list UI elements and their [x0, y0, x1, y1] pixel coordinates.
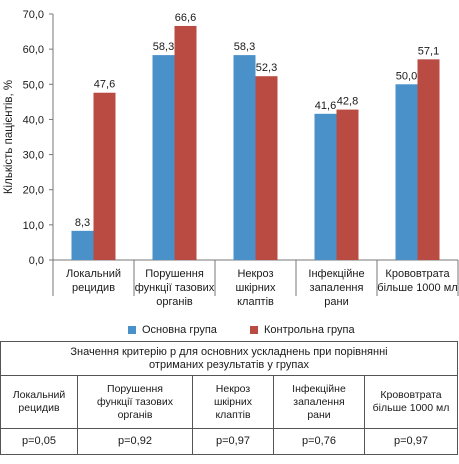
- legend-label-main: Основна група: [142, 324, 217, 336]
- y-tick-label: 70,0: [23, 9, 44, 21]
- table-title-line-1: Значення критерію р для основних ускладн…: [70, 345, 388, 358]
- data-label: 58,3: [234, 41, 255, 53]
- x-tick-label: шкірних: [236, 282, 276, 294]
- bar: [336, 109, 359, 261]
- data-label: 47,6: [94, 79, 115, 91]
- data-label: 8,3: [75, 217, 90, 229]
- data-label: 66,6: [175, 12, 196, 24]
- legend-item-main-group: Основна група: [128, 323, 217, 337]
- bar-chart: 0,0 10,0 20,0 30,0 40,0 50,0 60,0 70,0 Кількість…: [3, 9, 459, 308]
- data-label: 41,6: [315, 100, 336, 112]
- y-tick-label: 0,0: [29, 255, 44, 267]
- y-tick-label: 20,0: [23, 185, 44, 197]
- legend-item-control-group: Контрольна група: [250, 323, 355, 337]
- header-flap-necrosis: Некроз шкірних клаптів: [192, 375, 274, 429]
- y-tick-label: 60,0: [23, 44, 44, 56]
- x-tick-label: Некроз: [237, 268, 273, 280]
- x-tick-label: Локальний: [66, 268, 121, 280]
- p-value-flap-necrosis: р=0,97: [192, 428, 274, 455]
- header-line: Інфекційне: [292, 382, 346, 395]
- header-line: Порушення: [107, 382, 163, 395]
- table-title-line-2: отриманих результатів у групах: [149, 358, 309, 371]
- p-value-pelvic-dysfunction: р=0,92: [77, 428, 193, 455]
- bar: [174, 25, 197, 260]
- x-tick-label: клаптів: [237, 296, 274, 308]
- bar: [152, 55, 175, 260]
- legend: Основна група Контрольна група: [0, 323, 459, 337]
- y-tick-label: 50,0: [23, 79, 44, 91]
- legend-label-control: Контрольна група: [264, 324, 355, 336]
- data-label: 58,3: [153, 41, 174, 53]
- y-tick-label: 10,0: [23, 220, 44, 232]
- bar: [395, 84, 418, 261]
- header-line: Крововтрата: [380, 389, 442, 401]
- p-value-wound-infection: р=0,76: [273, 428, 365, 455]
- x-tick-label: Порушення: [145, 268, 204, 280]
- y-tick-label: 30,0: [23, 150, 44, 162]
- bar: [93, 92, 116, 260]
- table-title: Значення критерію р для основних ускладн…: [0, 341, 458, 376]
- x-tick-label: рецидив: [72, 282, 115, 294]
- y-tick-label: 40,0: [23, 114, 44, 126]
- header-pelvic-dysfunction: Порушення функції тазових органів: [77, 375, 193, 429]
- header-line: Некроз: [215, 382, 251, 395]
- bar: [255, 76, 278, 261]
- header-local-recurrence: Локальний рецидив: [0, 375, 78, 429]
- bar: [233, 55, 256, 260]
- data-label: 52,3: [256, 62, 277, 74]
- header-line: шкірних: [213, 395, 253, 408]
- header-blood-loss: Крововтрата більше 1000 мл: [364, 375, 458, 429]
- header-line: Локальний: [12, 389, 66, 401]
- header-line: функції тазових: [97, 395, 173, 408]
- x-tick-label: функції тазових: [135, 282, 215, 294]
- x-tick-label: рани: [324, 296, 348, 308]
- data-label: 50,0: [396, 70, 417, 82]
- legend-swatch-control: [250, 326, 258, 334]
- header-line: більше 1000 мл: [372, 402, 450, 414]
- header-line: рани: [307, 408, 331, 421]
- y-axis-label: Кількість пацієнтів, %: [3, 80, 15, 194]
- bar: [71, 230, 94, 260]
- header-line: органів: [117, 408, 153, 421]
- header-wound-infection: Інфекційне запалення рани: [273, 375, 365, 429]
- x-tick-label: Інфекційне: [308, 268, 364, 280]
- p-value-blood-loss: р=0,97: [364, 428, 458, 455]
- x-tick-label: запалення: [310, 282, 364, 294]
- header-line: запалення: [293, 395, 345, 408]
- x-tick-label: органів: [156, 296, 193, 308]
- bar: [417, 59, 440, 260]
- data-label: 57,1: [418, 45, 439, 57]
- legend-swatch-main: [128, 326, 136, 334]
- x-tick-label: Крововтрата: [385, 268, 450, 280]
- p-value-table: Значення критерію р для основних ускладн…: [0, 341, 458, 455]
- p-value-local-recurrence: р=0,05: [0, 428, 78, 455]
- header-line: рецидив: [18, 402, 60, 414]
- data-label: 42,8: [337, 96, 358, 108]
- header-line: клаптів: [215, 408, 251, 421]
- bar: [314, 113, 337, 260]
- x-tick-label: більше 1000 мл: [377, 282, 457, 294]
